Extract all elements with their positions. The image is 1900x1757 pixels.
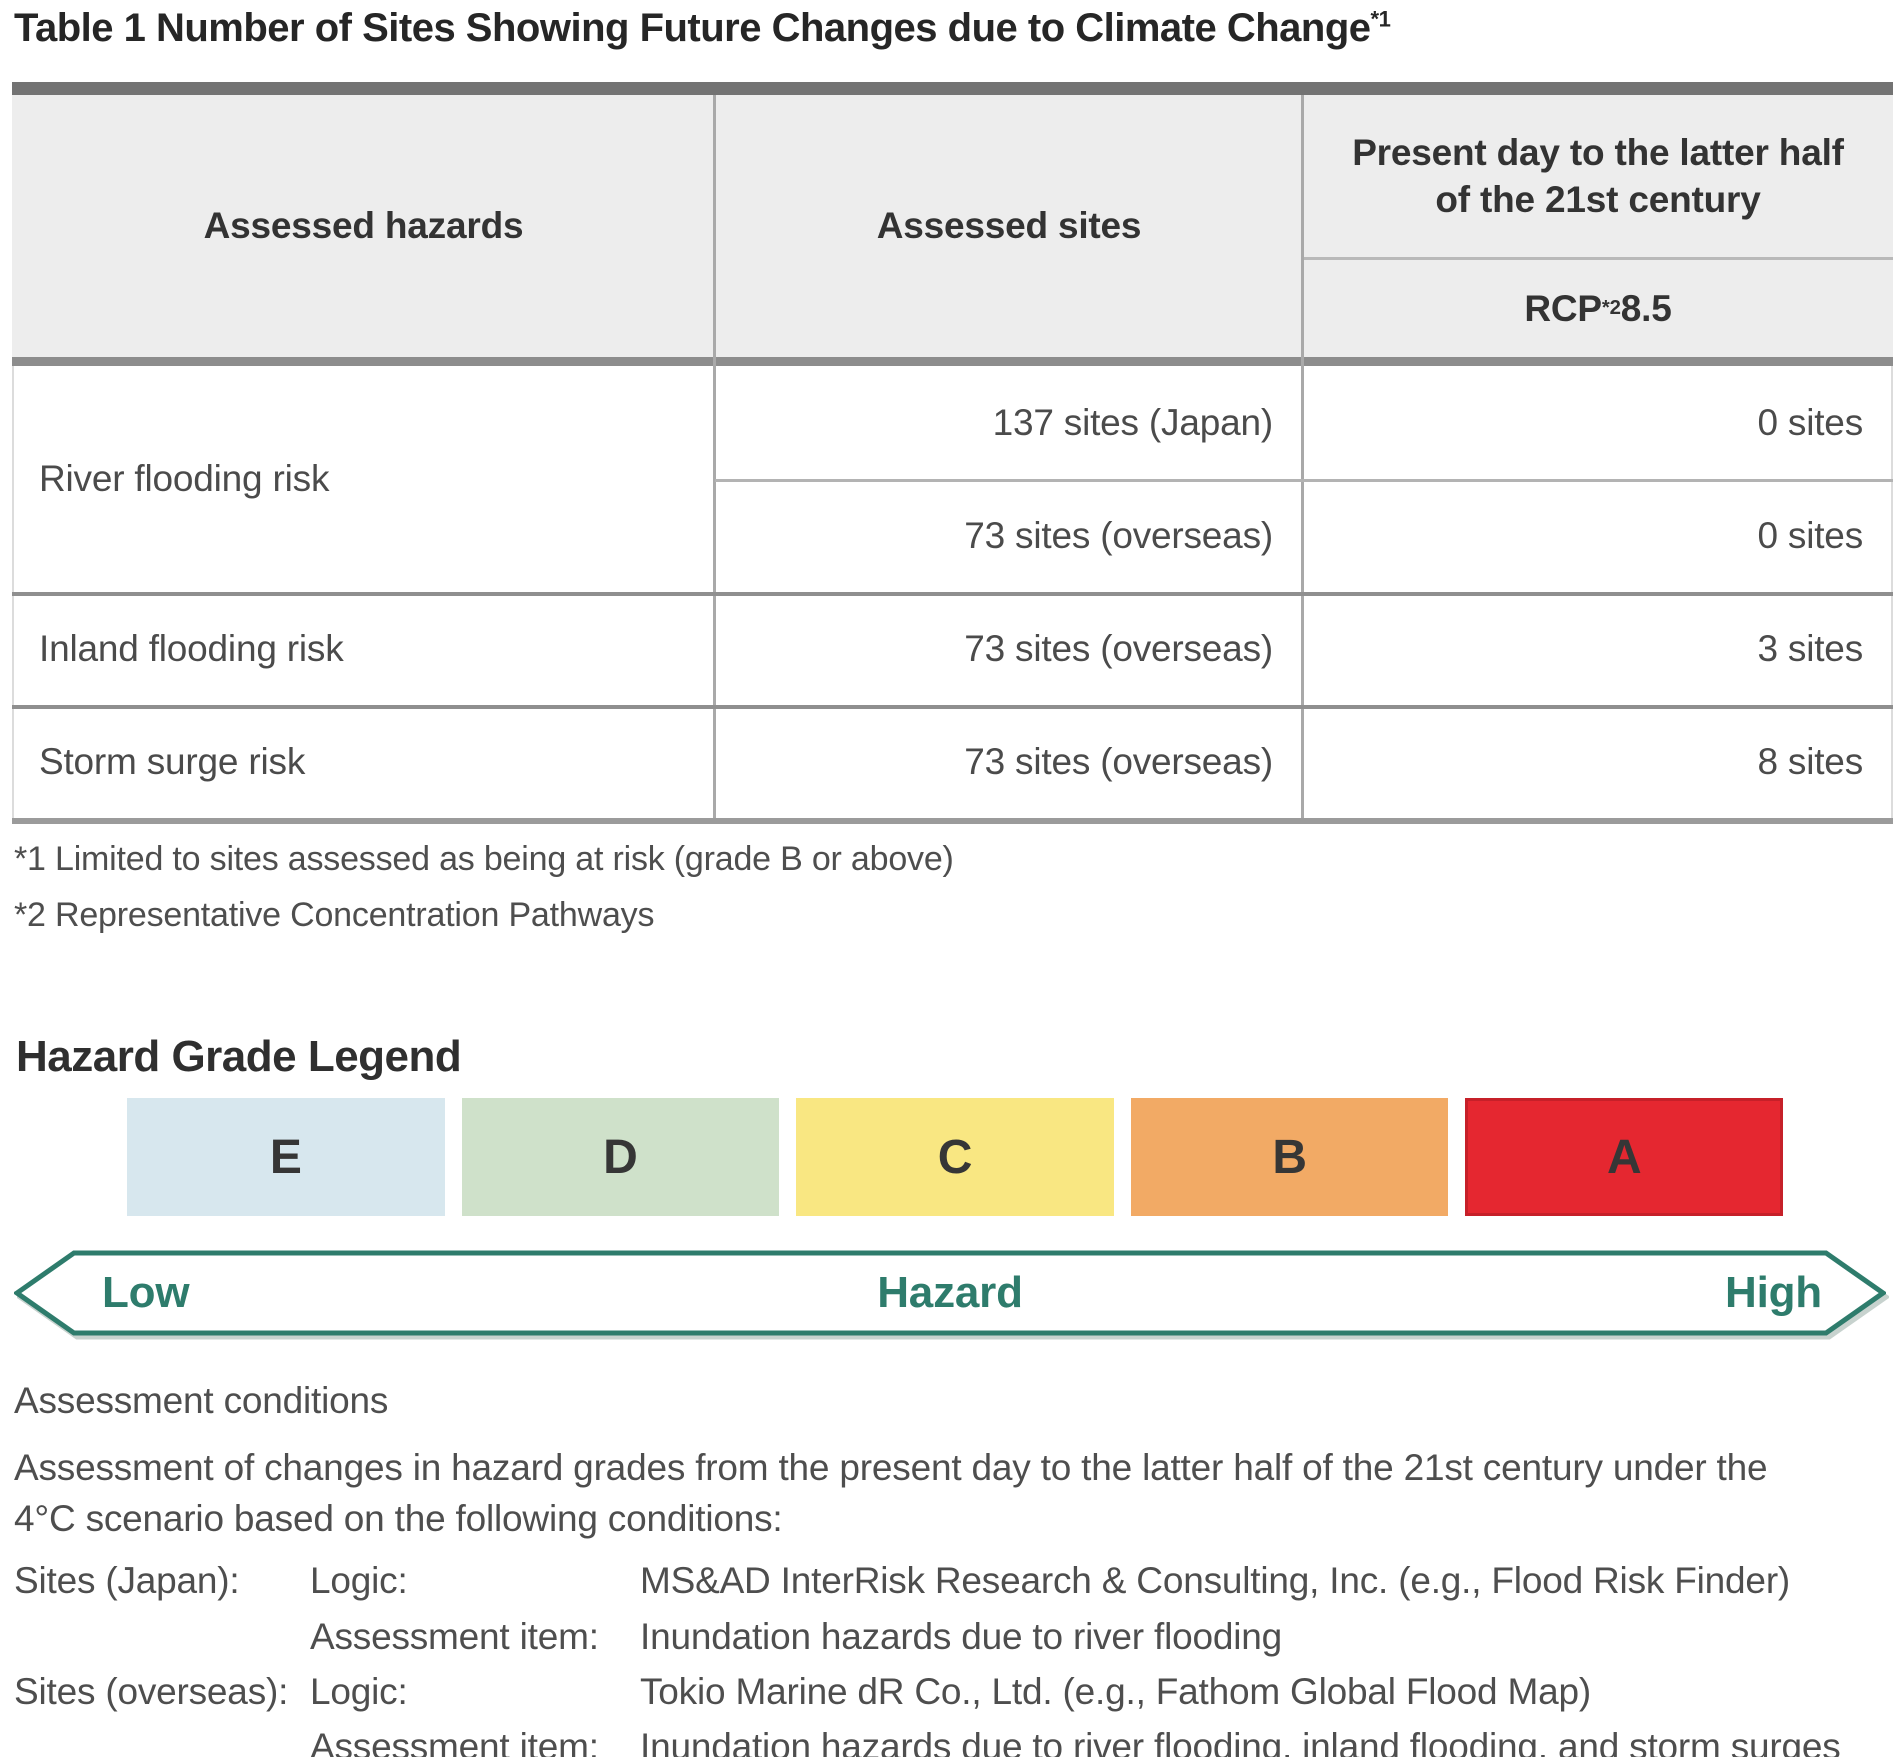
table-header-row: Assessed hazards Assessed sites Present …: [12, 95, 1893, 357]
cell-hazard-storm-surge: Storm surge risk: [39, 740, 306, 782]
header-rcp-prefix: RCP: [1524, 287, 1602, 329]
cell-change-river-japan: 0 sites: [1757, 401, 1863, 443]
title-footnote-marker: *1: [1370, 6, 1391, 32]
hazard-axis-arrow: Low Hazard High: [14, 1249, 1886, 1337]
condition-site-label: [14, 1614, 310, 1660]
hazard-arrow-shape: [14, 1250, 1886, 1336]
axis-label-low: Low: [102, 1268, 190, 1317]
condition-site-label: [14, 1724, 310, 1757]
condition-key-label: Assessment item:: [310, 1615, 599, 1657]
axis-label-high: High: [1725, 1268, 1822, 1317]
header-rcp-footnote-marker: *2: [1601, 297, 1621, 319]
conditions-entries: Sites (Japan): Logic: MS&AD InterRisk Re…: [14, 1558, 1900, 1757]
conditions-heading: Assessment conditions: [14, 1380, 389, 1421]
conditions-intro-line-1: Assessment of changes in hazard grades f…: [14, 1447, 1768, 1489]
assessment-conditions: Assessment conditions Assessment of chan…: [14, 1378, 1900, 1757]
header-period-divider: [1303, 257, 1893, 260]
hazard-arrow-outline: [14, 1250, 1886, 1336]
header-period-text: Present day to the latter half of the 21…: [1352, 131, 1844, 220]
cell-sites-japan: 137 sites (Japan): [992, 401, 1274, 443]
legend-heading: Hazard Grade Legend: [16, 1032, 462, 1081]
subrow-divider: [715, 479, 1893, 482]
group-divider-1: [12, 592, 1893, 596]
column-divider-2: [1301, 95, 1304, 818]
cell-change-storm: 8 sites: [1757, 740, 1863, 782]
grade-label-b: B: [1272, 1130, 1307, 1184]
header-assessed-hazards: Assessed hazards: [203, 205, 524, 246]
table-bottom-bar: [12, 818, 1893, 824]
cell-sites-overseas-storm: 73 sites (overseas): [964, 740, 1273, 782]
condition-value: Inundation hazards due to river flooding…: [640, 1726, 1841, 1757]
footnote-2: *2 Representative Concentration Pathways: [14, 896, 655, 934]
grade-label-e: E: [269, 1130, 302, 1184]
condition-key-label: Logic:: [310, 1670, 408, 1712]
condition-value: Inundation hazards due to river flooding: [640, 1615, 1282, 1657]
group-divider-2: [12, 705, 1893, 709]
cell-change-river-overseas: 0 sites: [1757, 514, 1863, 556]
header-rcp: RCP *2 8.5: [1303, 260, 1893, 357]
condition-key-label: Assessment item:: [310, 1726, 599, 1757]
cell-sites-overseas-river: 73 sites (overseas): [964, 514, 1273, 556]
header-rcp-suffix: 8.5: [1620, 287, 1672, 329]
grade-box-d: D: [461, 1098, 780, 1216]
condition-key-label: Logic:: [310, 1560, 408, 1602]
condition-site-label: Sites (overseas):: [14, 1670, 289, 1712]
header-bottom-divider: [12, 357, 1893, 366]
hazard-grade-scale: E D C B A: [127, 1098, 1783, 1216]
table-top-bar: [12, 82, 1893, 95]
table-title-text: Table 1 Number of Sites Showing Future C…: [14, 6, 1371, 50]
grade-box-b: B: [1130, 1098, 1449, 1216]
cell-change-inland: 3 sites: [1757, 627, 1863, 669]
table-footnotes: *1 Limited to sites assessed as being at…: [14, 842, 954, 954]
grade-box-a: A: [1465, 1098, 1783, 1216]
grade-label-c: C: [937, 1130, 973, 1184]
condition-site-label: Sites (Japan):: [14, 1560, 240, 1602]
climate-change-table: Assessed hazards Assessed sites Present …: [12, 82, 1893, 824]
header-assessed-sites: Assessed sites: [876, 205, 1142, 246]
grade-label-a: A: [1606, 1130, 1642, 1184]
footnote-1: *1 Limited to sites assessed as being at…: [14, 840, 954, 878]
condition-value: Tokio Marine dR Co., Ltd. (e.g., Fathom …: [640, 1670, 1592, 1712]
conditions-intro-line-2: 4°C scenario based on the following cond…: [14, 1498, 783, 1540]
header-period: Present day to the latter half of the 21…: [1303, 95, 1893, 257]
grade-label-d: D: [603, 1130, 638, 1184]
cell-sites-overseas-inland: 73 sites (overseas): [964, 627, 1273, 669]
grade-box-e: E: [127, 1098, 445, 1216]
table-title: Table 1 Number of Sites Showing Future C…: [14, 6, 1391, 51]
header-period-group: Present day to the latter half of the 21…: [1303, 95, 1893, 357]
cell-hazard-inland-flooding: Inland flooding risk: [39, 627, 344, 669]
cell-hazard-river-flooding: River flooding risk: [39, 458, 330, 499]
column-divider-1: [713, 95, 716, 818]
condition-value: MS&AD InterRisk Research & Consulting, I…: [640, 1560, 1791, 1602]
grade-box-c: C: [796, 1098, 1114, 1216]
axis-label-hazard: Hazard: [877, 1268, 1023, 1317]
